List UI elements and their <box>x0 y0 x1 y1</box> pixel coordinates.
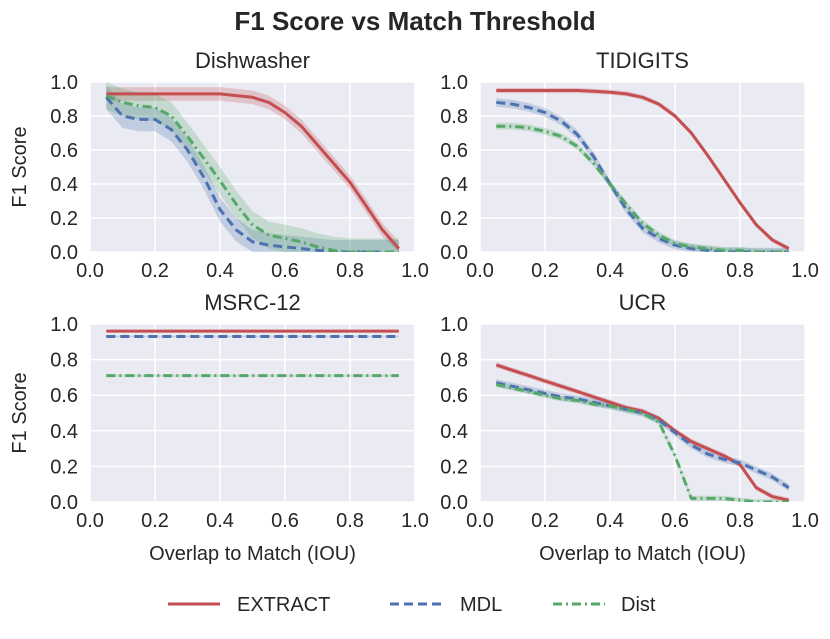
x-tick-label: 0.4 <box>206 260 234 282</box>
y-tick-label: 1.0 <box>440 72 468 94</box>
y-tick-label: 0.0 <box>440 242 468 264</box>
series-line-dist <box>496 124 789 252</box>
plot-background <box>480 324 805 502</box>
x-tick-label: 1.0 <box>401 260 429 282</box>
y-tick-label: 0.6 <box>440 385 468 407</box>
figure-title: F1 Score vs Match Threshold <box>234 6 595 36</box>
y-tick-label: 0.6 <box>50 385 78 407</box>
panel-title: TIDIGITS <box>596 48 689 73</box>
series-line-extract <box>495 363 790 502</box>
x-tick-label: 0.0 <box>466 510 494 532</box>
panel-ucr: UCR 0.0 0.2 0.4 0.6 0.8 1.0 0.0 0.2 0.4 0.6 0.8 1.0 O… <box>440 290 819 565</box>
y-tick-label: 0.8 <box>50 350 78 372</box>
x-tick-label: 1.0 <box>791 510 819 532</box>
y-tick-label: 0.2 <box>440 456 468 478</box>
series-line-mdl <box>495 381 790 490</box>
y-tick-label: 0.2 <box>440 208 468 230</box>
x-tick-label: 0.8 <box>336 260 364 282</box>
series-line-mdl <box>105 96 399 252</box>
x-tick-label: 0.2 <box>531 510 559 532</box>
legend-item-dist: Dist <box>553 594 656 616</box>
x-tick-label: 1.0 <box>401 510 429 532</box>
y-tick-label: 0.8 <box>50 106 78 128</box>
legend-label: MDL <box>460 594 502 616</box>
panel-dishwasher: Dishwasher 0.0 0.2 0.4 0.6 0.8 1.0 0.0 0.2 0.4 0.6… <box>9 48 429 282</box>
y-tick-label: 0.4 <box>440 174 468 196</box>
x-tick-label: 0.0 <box>76 260 104 282</box>
x-tick-label: 0.0 <box>466 260 494 282</box>
y-tick-label: 0.2 <box>50 456 78 478</box>
x-tick-label: 0.8 <box>726 510 754 532</box>
grid <box>89 323 416 503</box>
plot-background <box>480 82 805 252</box>
x-tick-label: 0.8 <box>336 510 364 532</box>
series-line-extract <box>106 92 400 250</box>
x-tick-label: 0.8 <box>726 260 754 282</box>
x-axis-label: Overlap to Match (IOU) <box>149 543 356 565</box>
panel-msrc-12: MSRC-12 0.0 0.2 0.4 0.6 0.8 1.0 0.0 0.2 0.4 0.6 0.8… <box>9 290 429 565</box>
series-line-dist <box>105 94 399 252</box>
y-tick-label: 0.4 <box>50 421 78 443</box>
x-tick-label: 1.0 <box>791 260 819 282</box>
y-tick-label: 0.8 <box>440 106 468 128</box>
y-tick-label: 0.8 <box>440 350 468 372</box>
y-axis-label: F1 Score <box>9 126 31 207</box>
x-tick-label: 0.6 <box>271 260 299 282</box>
panel-title: UCR <box>619 290 667 315</box>
series-lines <box>495 363 790 502</box>
plot-background <box>90 324 415 502</box>
x-tick-label: 0.4 <box>596 260 624 282</box>
x-axis-label: Overlap to Match (IOU) <box>539 543 746 565</box>
x-tick-label: 0.4 <box>206 510 234 532</box>
series-line-mdl <box>496 100 789 252</box>
y-tick-label: 0.4 <box>50 174 78 196</box>
x-tick-label: 0.0 <box>76 510 104 532</box>
y-tick-label: 0.6 <box>440 140 468 162</box>
panels: Dishwasher 0.0 0.2 0.4 0.6 0.8 1.0 0.0 0.2 0.4 0.6… <box>9 48 819 565</box>
legend-item-extract: EXTRACT <box>168 594 330 616</box>
y-tick-label: 1.0 <box>50 72 78 94</box>
x-tick-label: 0.6 <box>271 510 299 532</box>
series-line-dist <box>495 383 789 502</box>
series-lines <box>105 92 400 252</box>
x-tick-label: 0.6 <box>661 260 689 282</box>
y-tick-label: 0.6 <box>50 140 78 162</box>
y-tick-label: 0.0 <box>50 242 78 264</box>
series-lines <box>496 89 790 252</box>
y-tick-label: 1.0 <box>50 314 78 336</box>
x-tick-label: 0.6 <box>661 510 689 532</box>
panel-title: MSRC-12 <box>204 290 301 315</box>
y-axis-label: F1 Score <box>9 372 31 453</box>
x-tick-label: 0.2 <box>141 510 169 532</box>
legend-item-mdl: MDL <box>390 594 502 616</box>
panel-tidigits: TIDIGITS 0.0 0.2 0.4 0.6 0.8 1.0 0.0 0.2 0.4 0.6 0.… <box>440 48 819 282</box>
x-tick-label: 0.4 <box>596 510 624 532</box>
y-tick-label: 0.0 <box>50 492 78 514</box>
legend-label: EXTRACT <box>237 594 330 616</box>
x-tick-label: 0.2 <box>141 260 169 282</box>
y-tick-label: 0.4 <box>440 421 468 443</box>
y-tick-label: 1.0 <box>440 314 468 336</box>
series-lines <box>106 329 399 378</box>
legend-label: Dist <box>621 594 656 616</box>
series-line-extract <box>496 89 790 250</box>
y-tick-label: 0.0 <box>440 492 468 514</box>
panel-title: Dishwasher <box>195 48 310 73</box>
y-tick-label: 0.2 <box>50 208 78 230</box>
legend: EXTRACT MDL Dist <box>168 594 656 616</box>
grid <box>479 81 806 253</box>
x-tick-label: 0.2 <box>531 260 559 282</box>
